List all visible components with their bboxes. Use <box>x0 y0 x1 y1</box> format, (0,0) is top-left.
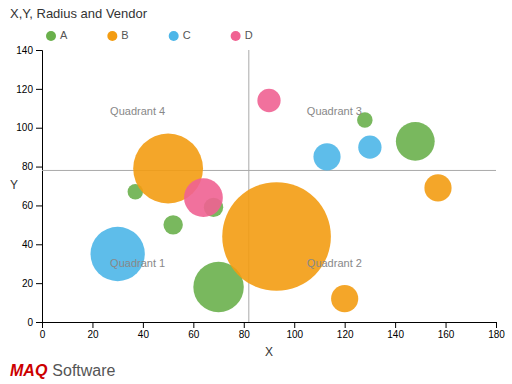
annotation: Quadrant 3 <box>307 105 362 117</box>
title: X,Y, Radius and Vendor <box>10 6 148 21</box>
legend: A B C D <box>46 29 253 41</box>
bubble <box>163 215 182 234</box>
tick-mark <box>36 50 42 51</box>
tick-label: 40 <box>22 239 34 250</box>
tick: 0 <box>27 317 42 328</box>
tick: 80 <box>22 161 42 172</box>
tick-label: 180 <box>488 329 505 340</box>
legend-item: B <box>107 29 128 41</box>
annotation: Quadrant 1 <box>110 257 165 269</box>
tick-label: 120 <box>337 329 354 340</box>
y-axis-title: Y <box>10 178 18 192</box>
annotation: Quadrant 4 <box>110 105 165 117</box>
tick-label: 80 <box>239 329 251 340</box>
tick-mark <box>36 167 42 168</box>
quadrant-line <box>42 170 496 171</box>
series <box>133 134 451 313</box>
tick-label: 60 <box>188 329 200 340</box>
footer: MAQSoftware <box>10 362 116 379</box>
legend-swatch <box>46 31 56 41</box>
series <box>128 112 435 312</box>
footer-text: Software <box>52 362 115 379</box>
legend-item: A <box>46 29 68 41</box>
tick-mark <box>193 322 194 328</box>
tick: 0 <box>40 322 46 340</box>
annotation: Quadrant 2 <box>307 257 362 269</box>
legend-swatch <box>231 31 241 41</box>
tick-mark <box>294 322 295 328</box>
tick: 100 <box>16 122 42 133</box>
tick: 140 <box>387 322 404 340</box>
x-axis-title: X <box>265 345 273 359</box>
tick-mark <box>446 322 447 328</box>
tick-label: 100 <box>16 122 33 133</box>
tick-label: 20 <box>87 329 99 340</box>
footer-text: MAQ <box>10 362 48 379</box>
y-axis: 0 20 40 60 80 100 120 140 <box>16 45 42 328</box>
tick-label: 160 <box>438 329 455 340</box>
legend-item: C <box>169 29 191 41</box>
tick-mark <box>143 322 144 328</box>
legend-swatch <box>107 31 117 41</box>
y-axis-line <box>36 51 43 323</box>
bubble <box>396 122 435 161</box>
plot-area <box>42 50 496 322</box>
tick: 60 <box>188 322 200 340</box>
tick-label: 60 <box>22 200 34 211</box>
tick-mark <box>36 89 42 90</box>
tick-mark <box>36 283 42 284</box>
bubble <box>91 227 145 281</box>
legend-label: D <box>245 29 253 41</box>
bubble <box>222 182 331 291</box>
tick-label: 80 <box>22 161 34 172</box>
tick-mark <box>36 128 42 129</box>
tick-mark <box>395 322 396 328</box>
legend-label: A <box>60 29 68 41</box>
tick: 100 <box>286 322 303 340</box>
x-axis-line <box>43 323 497 329</box>
tick: 120 <box>337 322 354 340</box>
tick: 40 <box>22 239 42 250</box>
x-axis: 0 20 40 60 80 100 120 140 160 180 <box>40 322 506 340</box>
series <box>91 136 382 282</box>
tick: 40 <box>138 322 150 340</box>
chart: 0 20 40 60 80 100 120 140 160 180 0 20 40 60 80 100 120 1… <box>0 0 512 384</box>
legend-item: D <box>231 29 253 41</box>
legend-label: B <box>121 29 128 41</box>
tick-label: 100 <box>286 329 303 340</box>
tick: 160 <box>438 322 455 340</box>
tick-label: 120 <box>16 84 33 95</box>
tick-label: 20 <box>22 278 34 289</box>
tick-mark <box>36 322 42 323</box>
series <box>184 89 281 217</box>
tick-mark <box>496 322 497 328</box>
tick: 120 <box>16 84 42 95</box>
tick-mark <box>92 322 93 328</box>
tick: 20 <box>87 322 99 340</box>
bubble <box>257 89 280 112</box>
tick: 20 <box>22 278 42 289</box>
tick-label: 0 <box>27 317 33 328</box>
tick-mark <box>345 322 346 328</box>
tick: 80 <box>239 322 251 340</box>
bubble <box>313 143 340 170</box>
tick-label: 0 <box>40 329 46 340</box>
tick-label: 40 <box>138 329 150 340</box>
legend-label: C <box>183 29 191 41</box>
tick-mark <box>244 322 245 328</box>
bubble <box>331 285 358 312</box>
tick-mark <box>36 205 42 206</box>
tick: 140 <box>16 45 42 56</box>
tick: 180 <box>488 322 505 340</box>
annotations: Quadrant 4 Quadrant 3 Quadrant 1 Quadrant 2 <box>110 105 362 269</box>
tick-mark <box>36 244 42 245</box>
bubble <box>358 136 381 159</box>
tick-label: 140 <box>387 329 404 340</box>
bubble <box>424 174 451 201</box>
tick: 60 <box>22 200 42 211</box>
bubble <box>184 178 223 217</box>
legend-swatch <box>169 31 179 41</box>
tick-label: 140 <box>16 45 33 56</box>
